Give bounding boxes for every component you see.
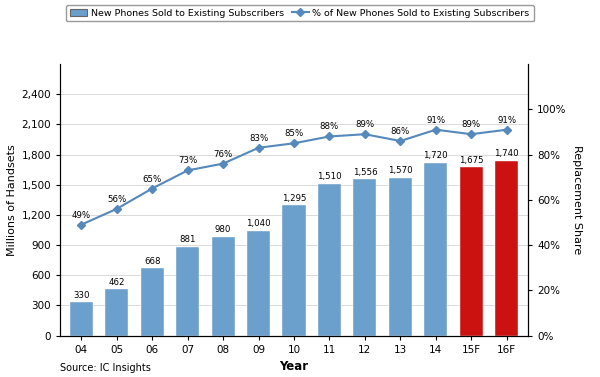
Text: 1,510: 1,510 — [317, 172, 342, 181]
Text: 881: 881 — [179, 236, 196, 244]
Text: 462: 462 — [109, 277, 125, 287]
Text: 330: 330 — [73, 291, 89, 300]
Text: 1,295: 1,295 — [282, 194, 306, 203]
Text: 76%: 76% — [214, 150, 233, 159]
Text: 86%: 86% — [391, 127, 410, 136]
Text: Source: IC Insights: Source: IC Insights — [60, 363, 151, 373]
Bar — [389, 178, 412, 336]
Text: 73%: 73% — [178, 156, 197, 166]
X-axis label: Year: Year — [280, 360, 308, 373]
Bar — [283, 205, 305, 336]
Text: 1,675: 1,675 — [459, 156, 484, 165]
Bar — [212, 237, 235, 336]
Bar — [140, 268, 164, 336]
Text: 85%: 85% — [284, 129, 304, 138]
Text: 1,740: 1,740 — [494, 149, 519, 158]
Text: 668: 668 — [144, 257, 160, 266]
Bar — [318, 184, 341, 336]
Text: 1,040: 1,040 — [246, 219, 271, 228]
Text: 65%: 65% — [143, 175, 162, 184]
Text: 49%: 49% — [72, 211, 91, 220]
Bar — [424, 162, 448, 336]
Text: 89%: 89% — [462, 120, 481, 129]
Text: 1,570: 1,570 — [388, 166, 413, 175]
Bar — [353, 179, 376, 336]
Y-axis label: Replacement Share: Replacement Share — [572, 145, 582, 254]
Text: 91%: 91% — [426, 116, 445, 125]
Bar — [70, 302, 93, 336]
Text: 89%: 89% — [355, 120, 374, 129]
Bar — [105, 289, 128, 336]
Text: 88%: 88% — [320, 123, 339, 132]
Text: 56%: 56% — [107, 195, 127, 204]
Bar — [247, 231, 270, 336]
Text: 91%: 91% — [497, 116, 516, 125]
Text: 980: 980 — [215, 225, 231, 234]
Bar — [176, 247, 199, 336]
Text: 83%: 83% — [249, 134, 268, 143]
Text: 1,720: 1,720 — [424, 151, 448, 160]
Text: 1,556: 1,556 — [353, 168, 377, 176]
Bar — [495, 161, 518, 336]
Y-axis label: Millions of Handsets: Millions of Handsets — [7, 144, 17, 256]
Bar — [460, 167, 483, 336]
Legend: New Phones Sold to Existing Subscribers, % of New Phones Sold to Existing Subscr: New Phones Sold to Existing Subscribers,… — [67, 5, 533, 21]
